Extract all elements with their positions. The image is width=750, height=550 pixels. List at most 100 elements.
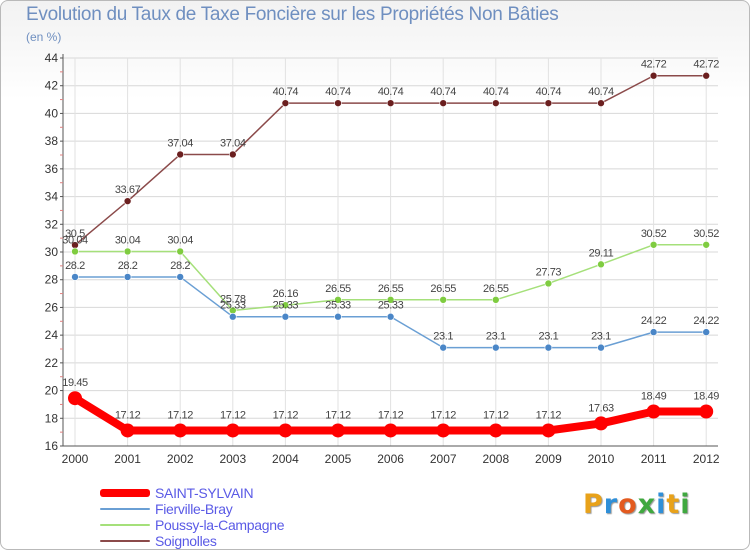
data-label: 25.33: [378, 300, 404, 312]
data-point: [544, 99, 553, 107]
data-label: 30.04: [115, 234, 141, 246]
logo-letter: o: [618, 489, 638, 520]
data-label: 18.49: [693, 390, 719, 402]
y-tick-label: 18: [45, 411, 59, 425]
x-tick-label: 2010: [588, 452, 615, 466]
data-label: 17.12: [378, 409, 404, 421]
chart-subtitle: (en %): [26, 30, 62, 44]
x-tick-label: 2011: [641, 452, 667, 466]
legend-item: Fierville-Bray: [100, 501, 284, 517]
data-point: [597, 343, 605, 352]
data-label: 37.04: [167, 137, 193, 149]
data-label: 28.2: [170, 260, 190, 272]
data-point: [541, 423, 556, 438]
data-label: 30.5: [65, 228, 85, 240]
data-point: [123, 273, 132, 281]
x-tick-label: 2009: [535, 452, 562, 466]
data-label: 19.45: [62, 377, 88, 389]
data-label: 18.49: [641, 390, 667, 402]
legend-label: Fierville-Bray: [155, 501, 233, 517]
data-point: [120, 423, 135, 438]
data-point: [71, 273, 79, 281]
data-point: [491, 296, 500, 304]
data-point: [176, 247, 184, 256]
logo-letter: x: [637, 489, 657, 520]
data-point: [176, 273, 184, 281]
data-point: [173, 423, 188, 438]
chart-legend: SAINT-SYLVAIN Fierville-Bray Poussy-la-Cam…: [100, 485, 285, 549]
data-point: [649, 240, 658, 249]
data-point: [386, 99, 395, 107]
data-point: [702, 328, 711, 336]
data-point: [123, 197, 132, 205]
y-tick-label: 34: [45, 190, 59, 204]
data-label: 23.1: [591, 331, 611, 343]
y-tick-label: 32: [45, 217, 59, 231]
y-tick-label: 16: [45, 439, 59, 453]
data-point: [383, 423, 398, 438]
y-tick-label: 20: [45, 384, 59, 398]
data-label: 29.11: [589, 247, 614, 259]
data-label: 17.12: [115, 409, 141, 421]
data-label: 17.12: [325, 409, 351, 421]
data-point: [334, 312, 342, 321]
y-tick-label: 24: [45, 328, 59, 342]
x-tick-label: 2002: [167, 452, 194, 466]
data-label: 24.22: [641, 315, 667, 327]
data-point: [544, 343, 553, 352]
legend-swatch: [100, 540, 150, 542]
logo-letter: r: [603, 489, 619, 520]
x-tick-label: 2007: [430, 452, 457, 466]
y-tick-label: 44: [45, 51, 59, 65]
x-tick-label: 2008: [482, 452, 509, 466]
data-point: [386, 312, 395, 321]
data-point: [386, 296, 395, 304]
y-tick-label: 36: [45, 162, 59, 176]
data-label: 30.52: [693, 228, 719, 240]
logo-letter: P: [583, 489, 604, 520]
data-label: 40.74: [536, 86, 562, 98]
data-label: 26.55: [378, 283, 404, 295]
data-label: 42.72: [641, 59, 667, 71]
legend-label: Poussy-la-Campagne: [155, 517, 285, 533]
data-point: [281, 99, 290, 107]
data-point: [71, 247, 79, 256]
data-label: 17.12: [273, 409, 299, 421]
data-label: 40.74: [378, 86, 404, 98]
data-point: [331, 423, 345, 438]
y-tick-label: 38: [45, 134, 59, 148]
x-tick-label: 2005: [325, 452, 352, 466]
data-point: [699, 404, 714, 419]
data-point: [594, 416, 608, 431]
y-tick-label: 40: [45, 106, 59, 120]
chart-title: Evolution du Taux de Taxe Foncière sur l…: [26, 4, 559, 25]
data-label: 26.55: [483, 283, 509, 295]
data-label: 30.04: [167, 234, 193, 246]
data-point: [229, 312, 237, 321]
legend-label: SAINT-SYLVAIN: [155, 485, 254, 501]
data-point: [176, 150, 184, 159]
data-point: [439, 99, 448, 107]
legend-swatch: [100, 508, 150, 510]
x-tick-label: 2001: [114, 452, 141, 466]
x-tick-label: 2000: [62, 452, 89, 466]
data-point: [334, 99, 342, 107]
data-point: [439, 296, 448, 304]
data-label: 23.1: [486, 331, 506, 343]
data-label: 17.12: [536, 409, 562, 421]
data-label: 30.04: [62, 234, 88, 246]
y-tick-label: 30: [45, 245, 59, 259]
legend-swatch: [100, 524, 150, 526]
data-label: 17.12: [430, 409, 456, 421]
data-label: 26.55: [430, 283, 456, 295]
x-tick-label: 2006: [377, 452, 404, 466]
data-label: 28.2: [65, 260, 85, 272]
x-tick-label: 2003: [219, 452, 246, 466]
data-label: 17.12: [220, 409, 246, 421]
data-label: 26.55: [325, 283, 351, 295]
data-point: [123, 247, 132, 256]
data-label: 25.33: [273, 300, 299, 312]
data-label: 17.12: [167, 409, 193, 421]
data-point: [649, 328, 658, 336]
